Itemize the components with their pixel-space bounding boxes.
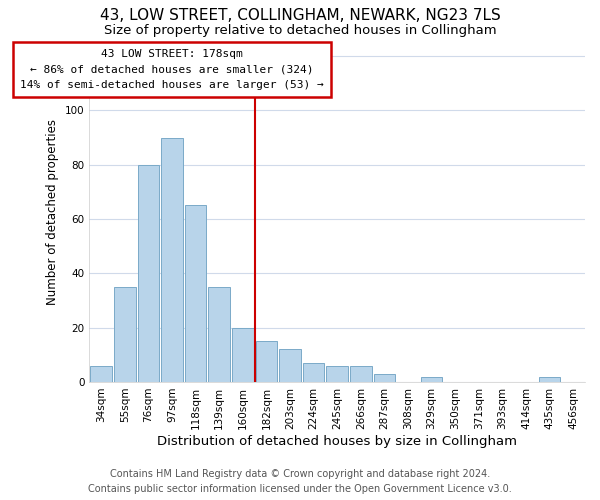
Y-axis label: Number of detached properties: Number of detached properties — [46, 119, 59, 305]
Bar — [137, 164, 159, 382]
X-axis label: Distribution of detached houses by size in Collingham: Distribution of detached houses by size … — [157, 434, 517, 448]
Bar — [539, 376, 560, 382]
Text: 43, LOW STREET, COLLINGHAM, NEWARK, NG23 7LS: 43, LOW STREET, COLLINGHAM, NEWARK, NG23… — [100, 8, 500, 22]
Bar — [303, 363, 325, 382]
Bar — [350, 366, 371, 382]
Bar — [232, 328, 254, 382]
Bar — [256, 341, 277, 382]
Bar — [421, 376, 442, 382]
Bar — [114, 287, 136, 382]
Text: 43 LOW STREET: 178sqm
← 86% of detached houses are smaller (324)
14% of semi-det: 43 LOW STREET: 178sqm ← 86% of detached … — [20, 49, 324, 90]
Text: Contains HM Land Registry data © Crown copyright and database right 2024.
Contai: Contains HM Land Registry data © Crown c… — [88, 469, 512, 494]
Text: Size of property relative to detached houses in Collingham: Size of property relative to detached ho… — [104, 24, 496, 37]
Bar — [279, 350, 301, 382]
Bar — [326, 366, 348, 382]
Bar — [161, 138, 183, 382]
Bar — [374, 374, 395, 382]
Bar — [91, 366, 112, 382]
Bar — [208, 287, 230, 382]
Bar — [185, 206, 206, 382]
